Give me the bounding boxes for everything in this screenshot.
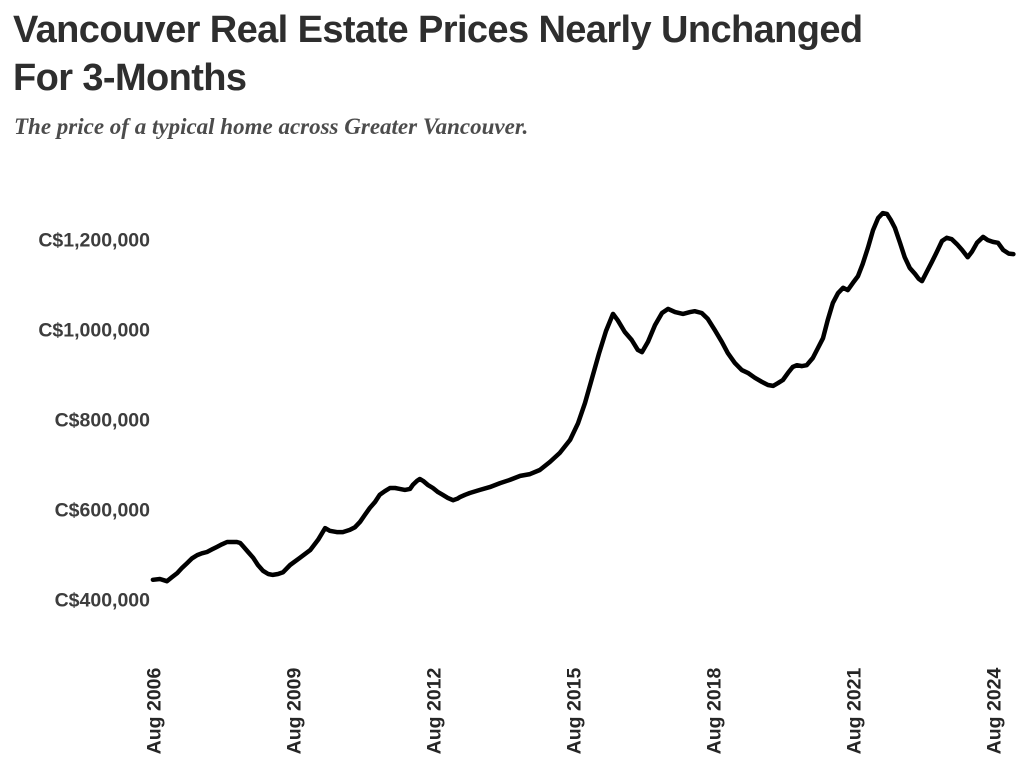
y-axis-tick-label: C$600,000	[54, 499, 150, 522]
y-axis-tick-label: C$1,000,000	[38, 319, 150, 342]
page-title: Vancouver Real Estate Prices Nearly Unch…	[13, 6, 1003, 102]
x-axis-tick-label: Aug 2021	[843, 667, 866, 755]
y-axis-tick-label: C$1,200,000	[38, 229, 150, 252]
x-axis-tick-label: Aug 2012	[423, 667, 446, 755]
x-axis-tick-label: Aug 2024	[983, 667, 1006, 755]
x-axis-tick-label: Aug 2006	[143, 667, 166, 755]
page-title-line2: For 3-Months	[13, 57, 247, 99]
price-line	[150, 210, 1016, 584]
y-axis-tick-label: C$400,000	[54, 589, 150, 612]
x-axis-tick-label: Aug 2015	[563, 667, 586, 755]
page-title-line1: Vancouver Real Estate Prices Nearly Unch…	[13, 9, 863, 51]
x-axis-tick-label: Aug 2009	[283, 667, 306, 755]
y-axis-tick-label: C$800,000	[54, 409, 150, 432]
x-axis-tick-label: Aug 2018	[703, 667, 726, 755]
chart-subtitle: The price of a typical home across Great…	[14, 114, 529, 139]
